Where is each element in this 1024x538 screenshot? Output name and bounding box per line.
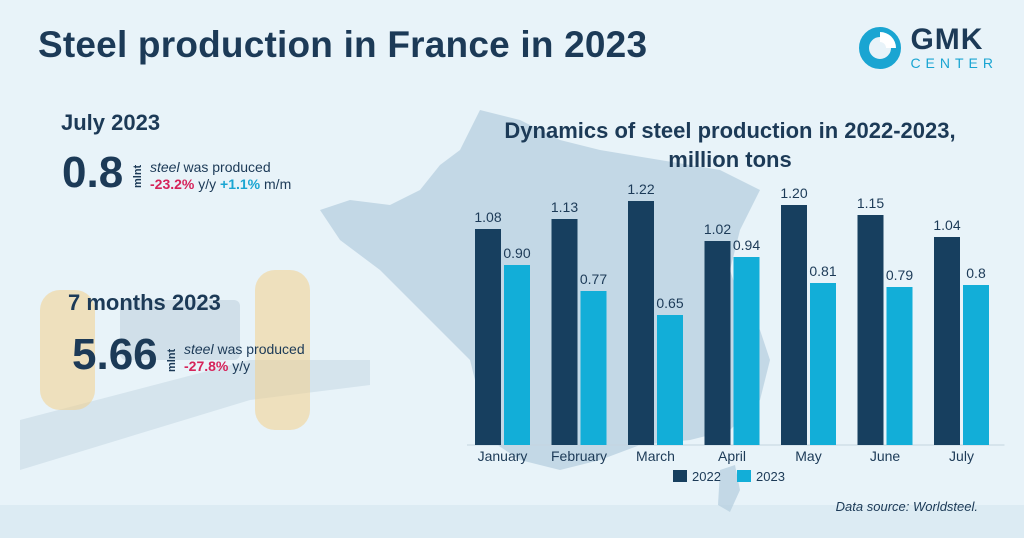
stat-period-7months: 7 months 2023 <box>68 290 221 315</box>
x-tick-label-july: July <box>949 448 974 464</box>
x-tick-label-march: March <box>636 448 675 464</box>
stat-yy-suffix-july: y/y <box>194 176 221 192</box>
bar-2023-february <box>580 291 607 445</box>
stat-text-july: was produced <box>179 159 271 175</box>
stat-desc-july: steel was produced -23.2% y/y +1.1% m/m <box>150 159 291 193</box>
stat-mm-july: +1.1% <box>220 176 261 192</box>
data-label-2022-april: 1.02 <box>704 221 731 237</box>
corsica-shape <box>718 465 740 512</box>
logo-sub-text: CENTER <box>910 55 998 71</box>
page-title: Steel production in France in 2023 <box>38 24 648 65</box>
worker-left-illustration <box>40 290 95 410</box>
chart-title-line1: Dynamics of steel production in 2022-202… <box>504 118 956 143</box>
bar-2023-june <box>886 287 913 445</box>
data-label-2023-march: 0.65 <box>656 295 683 311</box>
stat-desc-7months: steel was produced -27.8% y/y <box>184 341 305 375</box>
data-label-2022-march: 1.22 <box>627 181 654 197</box>
chart-title: Dynamics of steel production in 2022-202… <box>470 116 990 174</box>
x-tick-label-january: January <box>478 448 528 464</box>
data-label-2023-january: 0.90 <box>503 245 530 261</box>
steel-stack-illustration <box>120 300 240 360</box>
data-label-2023-june: 0.79 <box>886 267 913 283</box>
x-tick-label-may: May <box>795 448 821 464</box>
bar-2022-february <box>551 219 578 445</box>
chart-title-line2: million tons <box>668 147 792 172</box>
legend-swatch-2023 <box>737 470 751 482</box>
stat-emph-7months: steel <box>184 341 214 357</box>
data-label-2022-may: 1.20 <box>780 185 807 201</box>
bar-2023-january <box>504 265 530 445</box>
bar-2022-january <box>475 229 501 445</box>
bar-2022-july <box>934 237 960 445</box>
logo-ring-icon <box>859 26 902 69</box>
data-label-2022-january: 1.08 <box>474 209 501 225</box>
legend-swatch-2022 <box>673 470 687 482</box>
x-tick-label-june: June <box>870 448 901 464</box>
bar-2023-may <box>810 283 836 445</box>
stat-value-july: 0.8 <box>62 148 124 197</box>
x-tick-label-february: February <box>551 448 607 464</box>
bar-2022-may <box>781 205 807 445</box>
stat-value-7months: 5.66 <box>72 330 158 379</box>
data-label-2023-april: 0.94 <box>733 237 760 253</box>
bar-2022-april <box>704 241 731 445</box>
data-label-2022-july: 1.04 <box>933 217 960 233</box>
data-source: Data source: Worldsteel. <box>835 499 978 514</box>
stat-mm-suffix-july: m/m <box>260 176 292 192</box>
stat-period-july: July 2023 <box>61 110 161 135</box>
bar-2023-july <box>963 285 989 445</box>
stat-emph-july: steel <box>150 159 180 175</box>
logo-main-text: GMK <box>910 23 984 56</box>
bar-2022-june <box>857 215 884 445</box>
data-label-2023-february: 0.77 <box>580 271 607 287</box>
stat-yy-suffix-7months: y/y <box>228 358 251 374</box>
worker-right-illustration <box>255 270 310 430</box>
legend-label-2023: 2023 <box>756 469 785 484</box>
stat-yy-july: -23.2% <box>150 176 195 192</box>
data-label-2023-may: 0.81 <box>809 263 836 279</box>
data-label-2023-july: 0.8 <box>966 265 986 281</box>
logo: GMK CENTER <box>858 25 998 70</box>
stat-yy-7months: -27.8% <box>184 358 229 374</box>
bar-2022-march <box>628 201 654 445</box>
bar-2023-march <box>657 315 683 445</box>
data-label-2022-february: 1.13 <box>551 199 578 215</box>
data-label-2022-june: 1.15 <box>857 195 884 211</box>
stat-text-7months: was produced <box>213 341 305 357</box>
x-tick-label-april: April <box>718 448 746 464</box>
bar-2023-april <box>733 257 760 445</box>
legend-label-2022: 2022 <box>692 469 721 484</box>
